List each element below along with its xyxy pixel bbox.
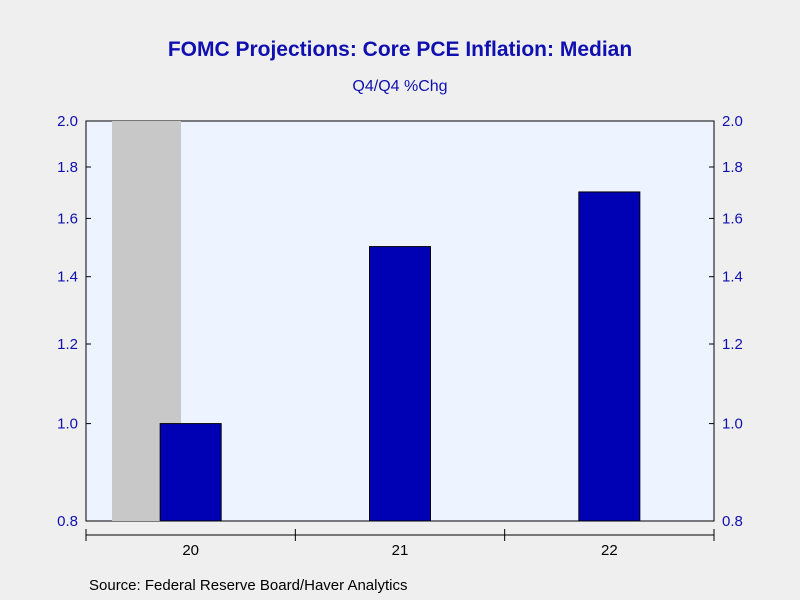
x-tick-label-22: 22 <box>601 542 618 559</box>
source-note: Source: Federal Reserve Board/Haver Anal… <box>89 577 408 594</box>
bars-group <box>159 191 641 522</box>
y-tick-label-left: 1.6 <box>57 210 78 227</box>
y-tick-label-right: 1.6 <box>722 210 743 227</box>
chart-title: FOMC Projections: Core PCE Inflation: Me… <box>167 38 633 61</box>
y-tick-label-left: 1.8 <box>57 159 78 176</box>
y-axis-ticks: 0.8 0.8 1.0 1.0 1.2 1.2 1.4 1.4 1.6 1.6 1.8 1.8 2.0 2… <box>57 113 743 530</box>
y-tick-label-left: 0.8 <box>57 513 78 530</box>
y-tick-label-right: 1.8 <box>722 159 743 176</box>
y-tick-label-left: 2.0 <box>57 113 78 130</box>
y-tick-label-left: 1.0 <box>57 416 78 433</box>
bar-22 <box>578 191 641 522</box>
y-tick-label-right: 1.2 <box>722 336 743 353</box>
x-tick-label-21: 21 <box>392 542 409 559</box>
y-tick-label-right: 2.0 <box>722 113 743 130</box>
chart-subtitle: Q4/Q4 %Chg <box>352 78 448 95</box>
y-tick-label-right: 1.0 <box>722 416 743 433</box>
y-tick-label-left: 1.2 <box>57 336 78 353</box>
x-axis-ticks: 20 21 22 <box>85 529 715 559</box>
y-tick-label-right: 1.4 <box>722 269 743 286</box>
y-tick-label-left: 1.4 <box>57 269 78 286</box>
y-tick-label-right: 0.8 <box>722 513 743 530</box>
bar-20 <box>159 423 222 522</box>
bar-21 <box>369 246 431 522</box>
x-tick-label-20: 20 <box>182 542 199 559</box>
